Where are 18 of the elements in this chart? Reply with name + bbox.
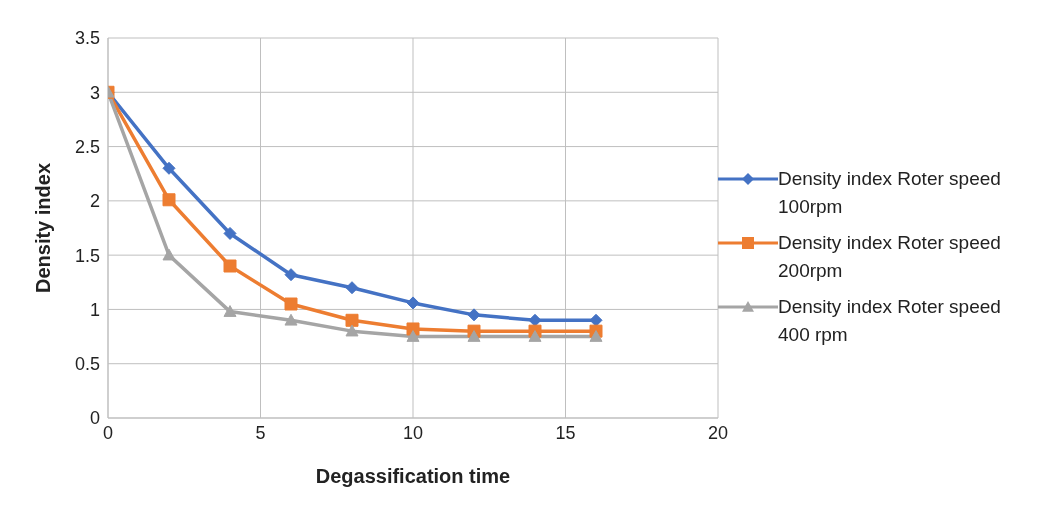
legend-label: Density index Roter speed 100rpm <box>778 167 1002 219</box>
x-tick-label: 0 <box>102 422 114 443</box>
y-tick-label: 0 <box>89 408 100 429</box>
y-tick-label: 1.5 <box>74 245 100 266</box>
y-tick-label: 2 <box>89 191 100 212</box>
y-tick-label: 1 <box>89 299 100 320</box>
legend-label: Density index Roter speed 200rpm <box>778 231 1002 283</box>
y-tick-label: 2.5 <box>74 136 100 157</box>
x-tick-label: 15 <box>555 422 576 443</box>
y-tick-label: 3.5 <box>74 28 100 49</box>
legend-label: Density index Roter speed 400 rpm <box>778 295 1002 347</box>
x-tick-label: 5 <box>255 422 266 443</box>
y-axis-title: Density index <box>32 162 55 294</box>
x-tick-label: 20 <box>707 422 729 443</box>
y-tick-label: 3 <box>89 82 100 103</box>
y-tick-label: 0.5 <box>74 354 100 375</box>
x-tick-label: 10 <box>402 422 424 443</box>
x-axis-title: Degassification time <box>315 465 511 487</box>
